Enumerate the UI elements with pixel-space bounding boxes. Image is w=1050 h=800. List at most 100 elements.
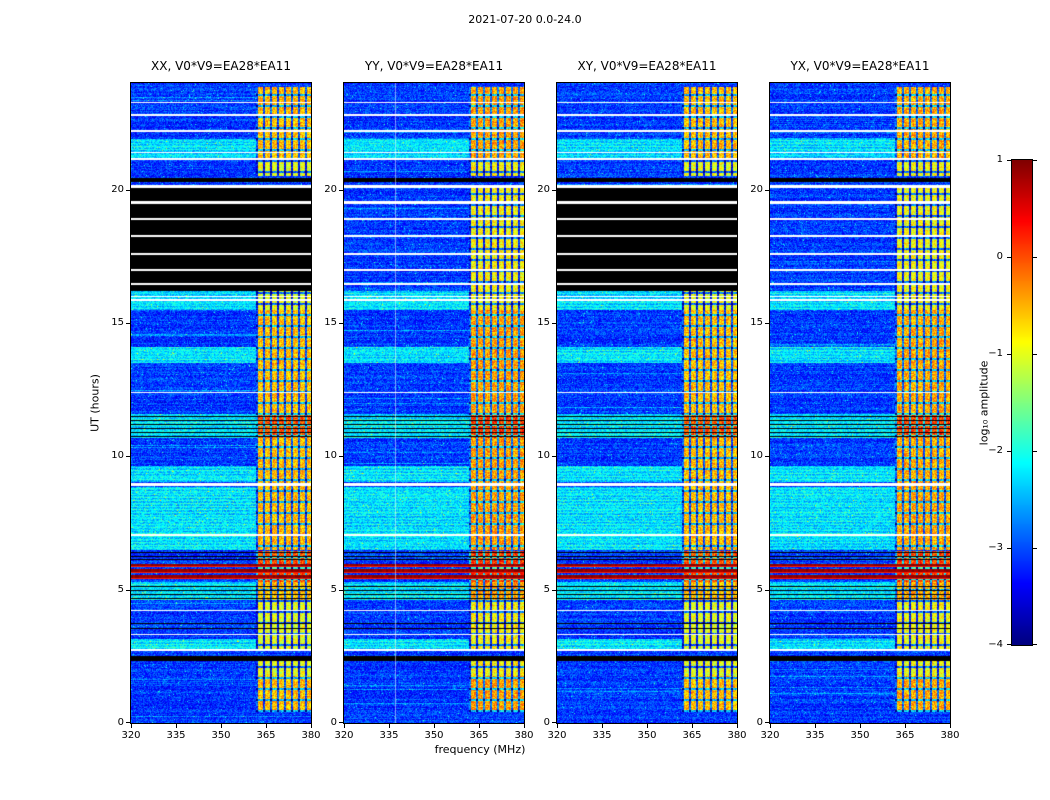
y-tick bbox=[126, 323, 130, 324]
y-tick-label: 20 bbox=[537, 184, 550, 195]
colorbar-tick-label: 1 bbox=[996, 154, 1003, 165]
y-tick-label: 15 bbox=[750, 317, 763, 328]
colorbar-tick bbox=[1007, 257, 1011, 258]
colorbar-tick-label: −3 bbox=[988, 542, 1003, 553]
x-tick-label: 335 bbox=[379, 730, 399, 741]
x-tick-label: 350 bbox=[424, 730, 444, 741]
figure-title: 2021-07-20 0.0-24.0 bbox=[468, 13, 582, 26]
colorbar-tick bbox=[1033, 160, 1037, 161]
x-tick bbox=[770, 724, 771, 728]
y-tick bbox=[126, 590, 130, 591]
y-tick-label: 20 bbox=[750, 184, 763, 195]
x-tick-label: 350 bbox=[850, 730, 870, 741]
x-tick bbox=[647, 724, 648, 728]
y-tick-label: 5 bbox=[543, 584, 550, 595]
x-tick-label: 320 bbox=[334, 730, 354, 741]
y-tick-label: 0 bbox=[330, 717, 337, 728]
x-tick bbox=[176, 724, 177, 728]
y-tick bbox=[765, 323, 769, 324]
y-axis-label: UT (hours) bbox=[88, 374, 102, 432]
x-tick bbox=[131, 724, 132, 728]
y-tick bbox=[339, 590, 343, 591]
colorbar-tick bbox=[1033, 548, 1037, 549]
y-tick-label: 10 bbox=[324, 450, 337, 461]
spectrogram-panel-yy bbox=[343, 82, 525, 724]
y-tick-label: 15 bbox=[537, 317, 550, 328]
x-tick bbox=[266, 724, 267, 728]
x-tick-label: 335 bbox=[805, 730, 825, 741]
y-tick-label: 5 bbox=[330, 584, 337, 595]
x-tick-label: 365 bbox=[682, 730, 702, 741]
y-tick bbox=[339, 456, 343, 457]
heatmap-canvas-yx bbox=[770, 83, 950, 723]
x-tick-label: 365 bbox=[895, 730, 915, 741]
y-tick bbox=[339, 323, 343, 324]
x-tick bbox=[557, 724, 558, 728]
y-tick-label: 10 bbox=[537, 450, 550, 461]
y-tick bbox=[552, 590, 556, 591]
colorbar-tick bbox=[1033, 451, 1037, 452]
y-tick bbox=[126, 722, 130, 723]
heatmap-canvas-yy bbox=[344, 83, 524, 723]
y-tick bbox=[765, 456, 769, 457]
x-tick bbox=[311, 724, 312, 728]
x-tick-label: 350 bbox=[637, 730, 657, 741]
spectrogram-panel-xx bbox=[130, 82, 312, 724]
colorbar-tick bbox=[1007, 160, 1011, 161]
heatmap-canvas-xx bbox=[131, 83, 311, 723]
colorbar-tick bbox=[1007, 644, 1011, 645]
colorbar-tick bbox=[1007, 548, 1011, 549]
panel-title-yy: YY, V0*V9=EA28*EA11 bbox=[364, 59, 504, 73]
y-tick bbox=[339, 722, 343, 723]
colorbar-tick bbox=[1007, 354, 1011, 355]
x-tick bbox=[524, 724, 525, 728]
x-tick-label: 335 bbox=[166, 730, 186, 741]
x-tick-label: 365 bbox=[469, 730, 489, 741]
x-tick bbox=[950, 724, 951, 728]
x-tick bbox=[905, 724, 906, 728]
y-tick-label: 20 bbox=[324, 184, 337, 195]
x-tick bbox=[692, 724, 693, 728]
colorbar bbox=[1011, 159, 1033, 646]
x-tick-label: 365 bbox=[256, 730, 276, 741]
colorbar-tick-label: −2 bbox=[988, 445, 1003, 456]
colorbar-tick-label: −1 bbox=[988, 348, 1003, 359]
x-tick bbox=[737, 724, 738, 728]
x-tick bbox=[479, 724, 480, 728]
y-tick-label: 0 bbox=[756, 717, 763, 728]
y-tick-label: 5 bbox=[117, 584, 124, 595]
panel-title-xx: XX, V0*V9=EA28*EA11 bbox=[151, 59, 291, 73]
y-tick bbox=[552, 323, 556, 324]
x-tick bbox=[602, 724, 603, 728]
colorbar-gradient bbox=[1012, 160, 1032, 645]
x-tick-label: 320 bbox=[760, 730, 780, 741]
y-tick bbox=[765, 190, 769, 191]
y-tick-label: 20 bbox=[111, 184, 124, 195]
colorbar-tick-label: 0 bbox=[996, 251, 1003, 262]
x-tick-label: 380 bbox=[301, 730, 321, 741]
y-tick bbox=[552, 190, 556, 191]
heatmap-canvas-xy bbox=[557, 83, 737, 723]
y-tick-label: 10 bbox=[750, 450, 763, 461]
spectrogram-panel-xy bbox=[556, 82, 738, 724]
y-tick bbox=[126, 456, 130, 457]
y-tick bbox=[552, 722, 556, 723]
y-tick-label: 15 bbox=[111, 317, 124, 328]
x-tick-label: 380 bbox=[940, 730, 960, 741]
panel-title-xy: XY, V0*V9=EA28*EA11 bbox=[577, 59, 717, 73]
x-tick-label: 320 bbox=[547, 730, 567, 741]
x-tick bbox=[344, 724, 345, 728]
y-tick-label: 10 bbox=[111, 450, 124, 461]
colorbar-tick bbox=[1033, 354, 1037, 355]
x-tick bbox=[221, 724, 222, 728]
colorbar-tick bbox=[1007, 451, 1011, 452]
x-tick bbox=[860, 724, 861, 728]
x-tick bbox=[389, 724, 390, 728]
y-tick bbox=[339, 190, 343, 191]
x-tick-label: 380 bbox=[727, 730, 747, 741]
x-tick bbox=[815, 724, 816, 728]
x-tick-label: 380 bbox=[514, 730, 534, 741]
y-tick bbox=[765, 722, 769, 723]
y-tick bbox=[126, 190, 130, 191]
x-tick-label: 350 bbox=[211, 730, 231, 741]
